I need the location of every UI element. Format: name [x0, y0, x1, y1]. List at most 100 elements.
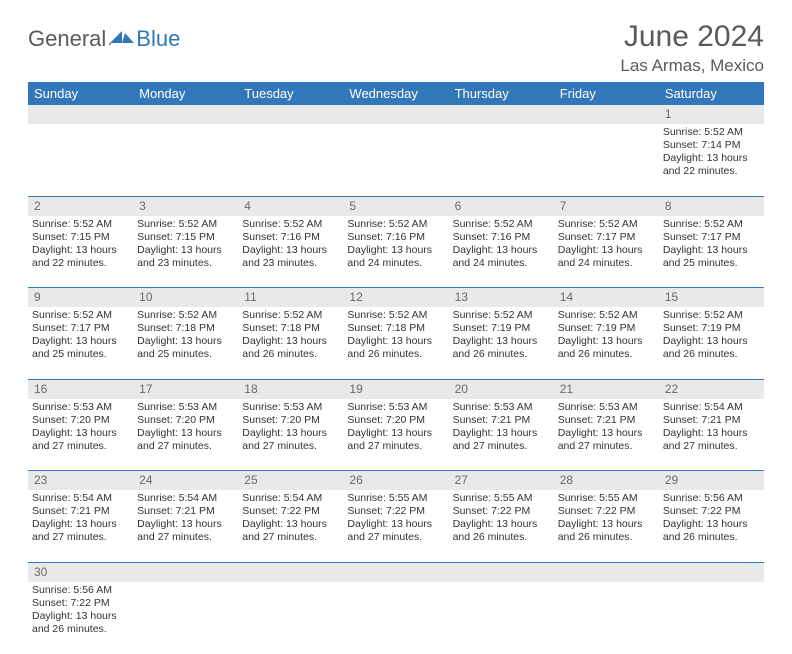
sunset-text: Sunset: 7:19 PM: [663, 322, 760, 335]
sunset-text: Sunset: 7:21 PM: [32, 505, 129, 518]
day-cell: Sunrise: 5:52 AMSunset: 7:18 PMDaylight:…: [238, 307, 343, 379]
sunset-text: Sunset: 7:16 PM: [242, 231, 339, 244]
day-cell: Sunrise: 5:54 AMSunset: 7:22 PMDaylight:…: [238, 490, 343, 562]
day-cell: Sunrise: 5:52 AMSunset: 7:19 PMDaylight:…: [659, 307, 764, 379]
day-number-cell: 4: [238, 196, 343, 216]
day-cell: [133, 582, 238, 654]
daylight-text: Daylight: 13 hours and 27 minutes.: [137, 518, 234, 544]
sunrise-text: Sunrise: 5:52 AM: [558, 218, 655, 231]
header: General Blue June 2024 Las Armas, Mexico: [28, 20, 764, 76]
day-number-cell: 25: [238, 471, 343, 491]
day-cell: Sunrise: 5:55 AMSunset: 7:22 PMDaylight:…: [554, 490, 659, 562]
flag-icon: [108, 27, 136, 52]
sunrise-text: Sunrise: 5:53 AM: [137, 401, 234, 414]
day-number-cell: 2: [28, 196, 133, 216]
daylight-text: Daylight: 13 hours and 27 minutes.: [453, 427, 550, 453]
day-cell: Sunrise: 5:52 AMSunset: 7:17 PMDaylight:…: [659, 216, 764, 288]
day-number-cell: 21: [554, 379, 659, 399]
sunset-text: Sunset: 7:15 PM: [137, 231, 234, 244]
day-number-cell: [238, 562, 343, 582]
day-number-cell: 15: [659, 288, 764, 308]
day-cell: Sunrise: 5:55 AMSunset: 7:22 PMDaylight:…: [449, 490, 554, 562]
day-number-cell: 24: [133, 471, 238, 491]
daylight-text: Daylight: 13 hours and 27 minutes.: [242, 427, 339, 453]
day-cell: Sunrise: 5:52 AMSunset: 7:16 PMDaylight:…: [343, 216, 448, 288]
day-cell: Sunrise: 5:52 AMSunset: 7:17 PMDaylight:…: [554, 216, 659, 288]
sunset-text: Sunset: 7:21 PM: [558, 414, 655, 427]
daylight-text: Daylight: 13 hours and 27 minutes.: [32, 518, 129, 544]
day-number-cell: 19: [343, 379, 448, 399]
sunrise-text: Sunrise: 5:55 AM: [347, 492, 444, 505]
sunset-text: Sunset: 7:20 PM: [242, 414, 339, 427]
daylight-text: Daylight: 13 hours and 27 minutes.: [663, 427, 760, 453]
sunrise-text: Sunrise: 5:52 AM: [558, 309, 655, 322]
day-number-cell: [554, 105, 659, 124]
day-cell: Sunrise: 5:55 AMSunset: 7:22 PMDaylight:…: [343, 490, 448, 562]
sunrise-text: Sunrise: 5:52 AM: [137, 309, 234, 322]
daylight-text: Daylight: 13 hours and 26 minutes.: [558, 335, 655, 361]
daylight-text: Daylight: 13 hours and 26 minutes.: [32, 610, 129, 636]
sunrise-text: Sunrise: 5:55 AM: [453, 492, 550, 505]
weekday-header-row: SundayMondayTuesdayWednesdayThursdayFrid…: [28, 82, 764, 105]
day-cell: Sunrise: 5:52 AMSunset: 7:16 PMDaylight:…: [238, 216, 343, 288]
sunset-text: Sunset: 7:17 PM: [32, 322, 129, 335]
day-number-cell: 27: [449, 471, 554, 491]
week-content-row: Sunrise: 5:54 AMSunset: 7:21 PMDaylight:…: [28, 490, 764, 562]
weekday-header: Sunday: [28, 82, 133, 105]
day-number-cell: [133, 105, 238, 124]
day-cell: [554, 582, 659, 654]
sunrise-text: Sunrise: 5:52 AM: [32, 309, 129, 322]
day-cell: [449, 582, 554, 654]
weekday-header: Monday: [133, 82, 238, 105]
daynum-row: 9101112131415: [28, 288, 764, 308]
sunrise-text: Sunrise: 5:52 AM: [347, 309, 444, 322]
sunrise-text: Sunrise: 5:53 AM: [347, 401, 444, 414]
day-cell: Sunrise: 5:54 AMSunset: 7:21 PMDaylight:…: [28, 490, 133, 562]
sunset-text: Sunset: 7:22 PM: [242, 505, 339, 518]
day-number-cell: 29: [659, 471, 764, 491]
daylight-text: Daylight: 13 hours and 26 minutes.: [347, 335, 444, 361]
sunrise-text: Sunrise: 5:52 AM: [347, 218, 444, 231]
day-number-cell: 14: [554, 288, 659, 308]
title-block: June 2024 Las Armas, Mexico: [620, 20, 764, 76]
sunrise-text: Sunrise: 5:53 AM: [32, 401, 129, 414]
day-number-cell: 8: [659, 196, 764, 216]
sunrise-text: Sunrise: 5:52 AM: [663, 218, 760, 231]
sunrise-text: Sunrise: 5:52 AM: [453, 309, 550, 322]
daylight-text: Daylight: 13 hours and 27 minutes.: [558, 427, 655, 453]
daylight-text: Daylight: 13 hours and 24 minutes.: [347, 244, 444, 270]
location: Las Armas, Mexico: [620, 56, 764, 76]
day-cell: Sunrise: 5:52 AMSunset: 7:19 PMDaylight:…: [554, 307, 659, 379]
calendar-table: SundayMondayTuesdayWednesdayThursdayFrid…: [28, 82, 764, 654]
day-cell: Sunrise: 5:53 AMSunset: 7:21 PMDaylight:…: [554, 399, 659, 471]
weekday-header: Tuesday: [238, 82, 343, 105]
daylight-text: Daylight: 13 hours and 25 minutes.: [32, 335, 129, 361]
day-cell: Sunrise: 5:52 AMSunset: 7:16 PMDaylight:…: [449, 216, 554, 288]
day-number-cell: [449, 562, 554, 582]
day-number-cell: [554, 562, 659, 582]
sunset-text: Sunset: 7:21 PM: [137, 505, 234, 518]
sunrise-text: Sunrise: 5:52 AM: [242, 218, 339, 231]
sunset-text: Sunset: 7:22 PM: [347, 505, 444, 518]
daylight-text: Daylight: 13 hours and 27 minutes.: [347, 427, 444, 453]
day-number-cell: 22: [659, 379, 764, 399]
day-cell: [238, 582, 343, 654]
sunrise-text: Sunrise: 5:52 AM: [663, 309, 760, 322]
sunset-text: Sunset: 7:20 PM: [347, 414, 444, 427]
week-content-row: Sunrise: 5:56 AMSunset: 7:22 PMDaylight:…: [28, 582, 764, 654]
sunset-text: Sunset: 7:16 PM: [453, 231, 550, 244]
day-number-cell: 11: [238, 288, 343, 308]
daylight-text: Daylight: 13 hours and 22 minutes.: [32, 244, 129, 270]
day-cell: [449, 124, 554, 196]
daynum-row: 2345678: [28, 196, 764, 216]
logo-text-blue: Blue: [136, 26, 180, 52]
sunset-text: Sunset: 7:14 PM: [663, 139, 760, 152]
day-cell: Sunrise: 5:52 AMSunset: 7:18 PMDaylight:…: [343, 307, 448, 379]
sunset-text: Sunset: 7:19 PM: [453, 322, 550, 335]
sunrise-text: Sunrise: 5:55 AM: [558, 492, 655, 505]
day-number-cell: [343, 562, 448, 582]
sunrise-text: Sunrise: 5:53 AM: [453, 401, 550, 414]
daylight-text: Daylight: 13 hours and 26 minutes.: [663, 335, 760, 361]
day-number-cell: 30: [28, 562, 133, 582]
sunrise-text: Sunrise: 5:56 AM: [663, 492, 760, 505]
